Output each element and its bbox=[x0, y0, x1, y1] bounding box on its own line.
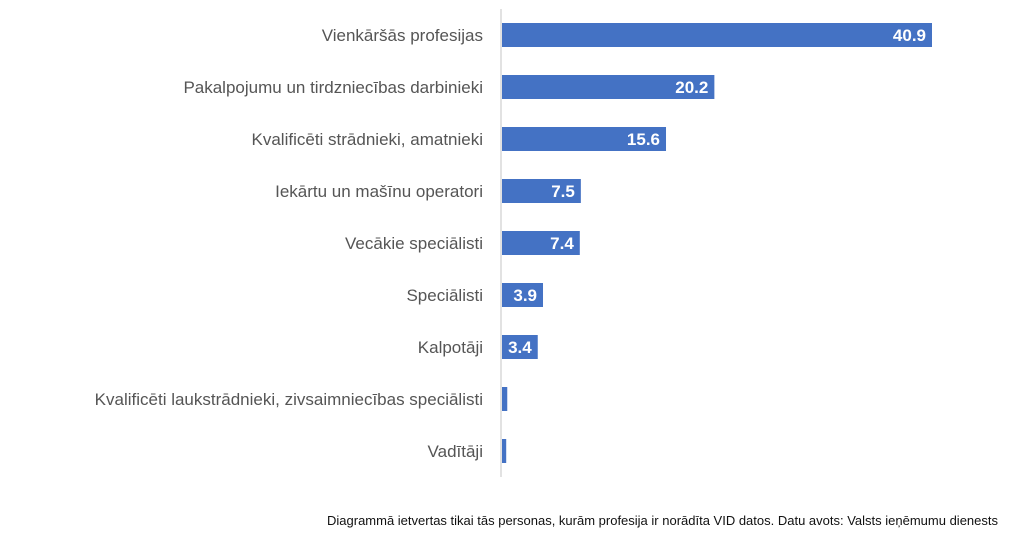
data-label: 20.2 bbox=[675, 78, 708, 97]
category-label: Kvalificēti laukstrādnieki, zivsaimniecī… bbox=[95, 390, 483, 409]
data-label: 3.9 bbox=[513, 286, 537, 305]
bar bbox=[502, 75, 715, 99]
bar bbox=[502, 335, 538, 359]
bar bbox=[502, 231, 580, 255]
data-label: 40.9 bbox=[893, 26, 926, 45]
category-label: Vienkāršās profesijas bbox=[322, 26, 483, 45]
category-label: Vadītāji bbox=[428, 442, 483, 461]
data-label: 7.5 bbox=[551, 182, 575, 201]
bar bbox=[502, 23, 932, 47]
category-label: Iekārtu un mašīnu operatori bbox=[275, 182, 483, 201]
data-label: 3.4 bbox=[508, 338, 532, 357]
category-label: Kalpotāji bbox=[418, 338, 483, 357]
bar bbox=[502, 283, 544, 307]
category-label: Vecākie speciālisti bbox=[345, 234, 483, 253]
category-label: Pakalpojumu un tirdzniecības darbinieki bbox=[183, 78, 483, 97]
data-label: 7.4 bbox=[550, 234, 574, 253]
source-note: Diagrammā ietvertas tikai tās personas, … bbox=[327, 513, 998, 528]
category-label: Speciālisti bbox=[406, 286, 483, 305]
category-label: Kvalificēti strādnieki, amatnieki bbox=[252, 130, 483, 149]
data-label: 15.6 bbox=[627, 130, 660, 149]
bar bbox=[502, 179, 581, 203]
bar bbox=[502, 439, 507, 463]
bar bbox=[502, 387, 508, 411]
bar bbox=[502, 127, 667, 151]
